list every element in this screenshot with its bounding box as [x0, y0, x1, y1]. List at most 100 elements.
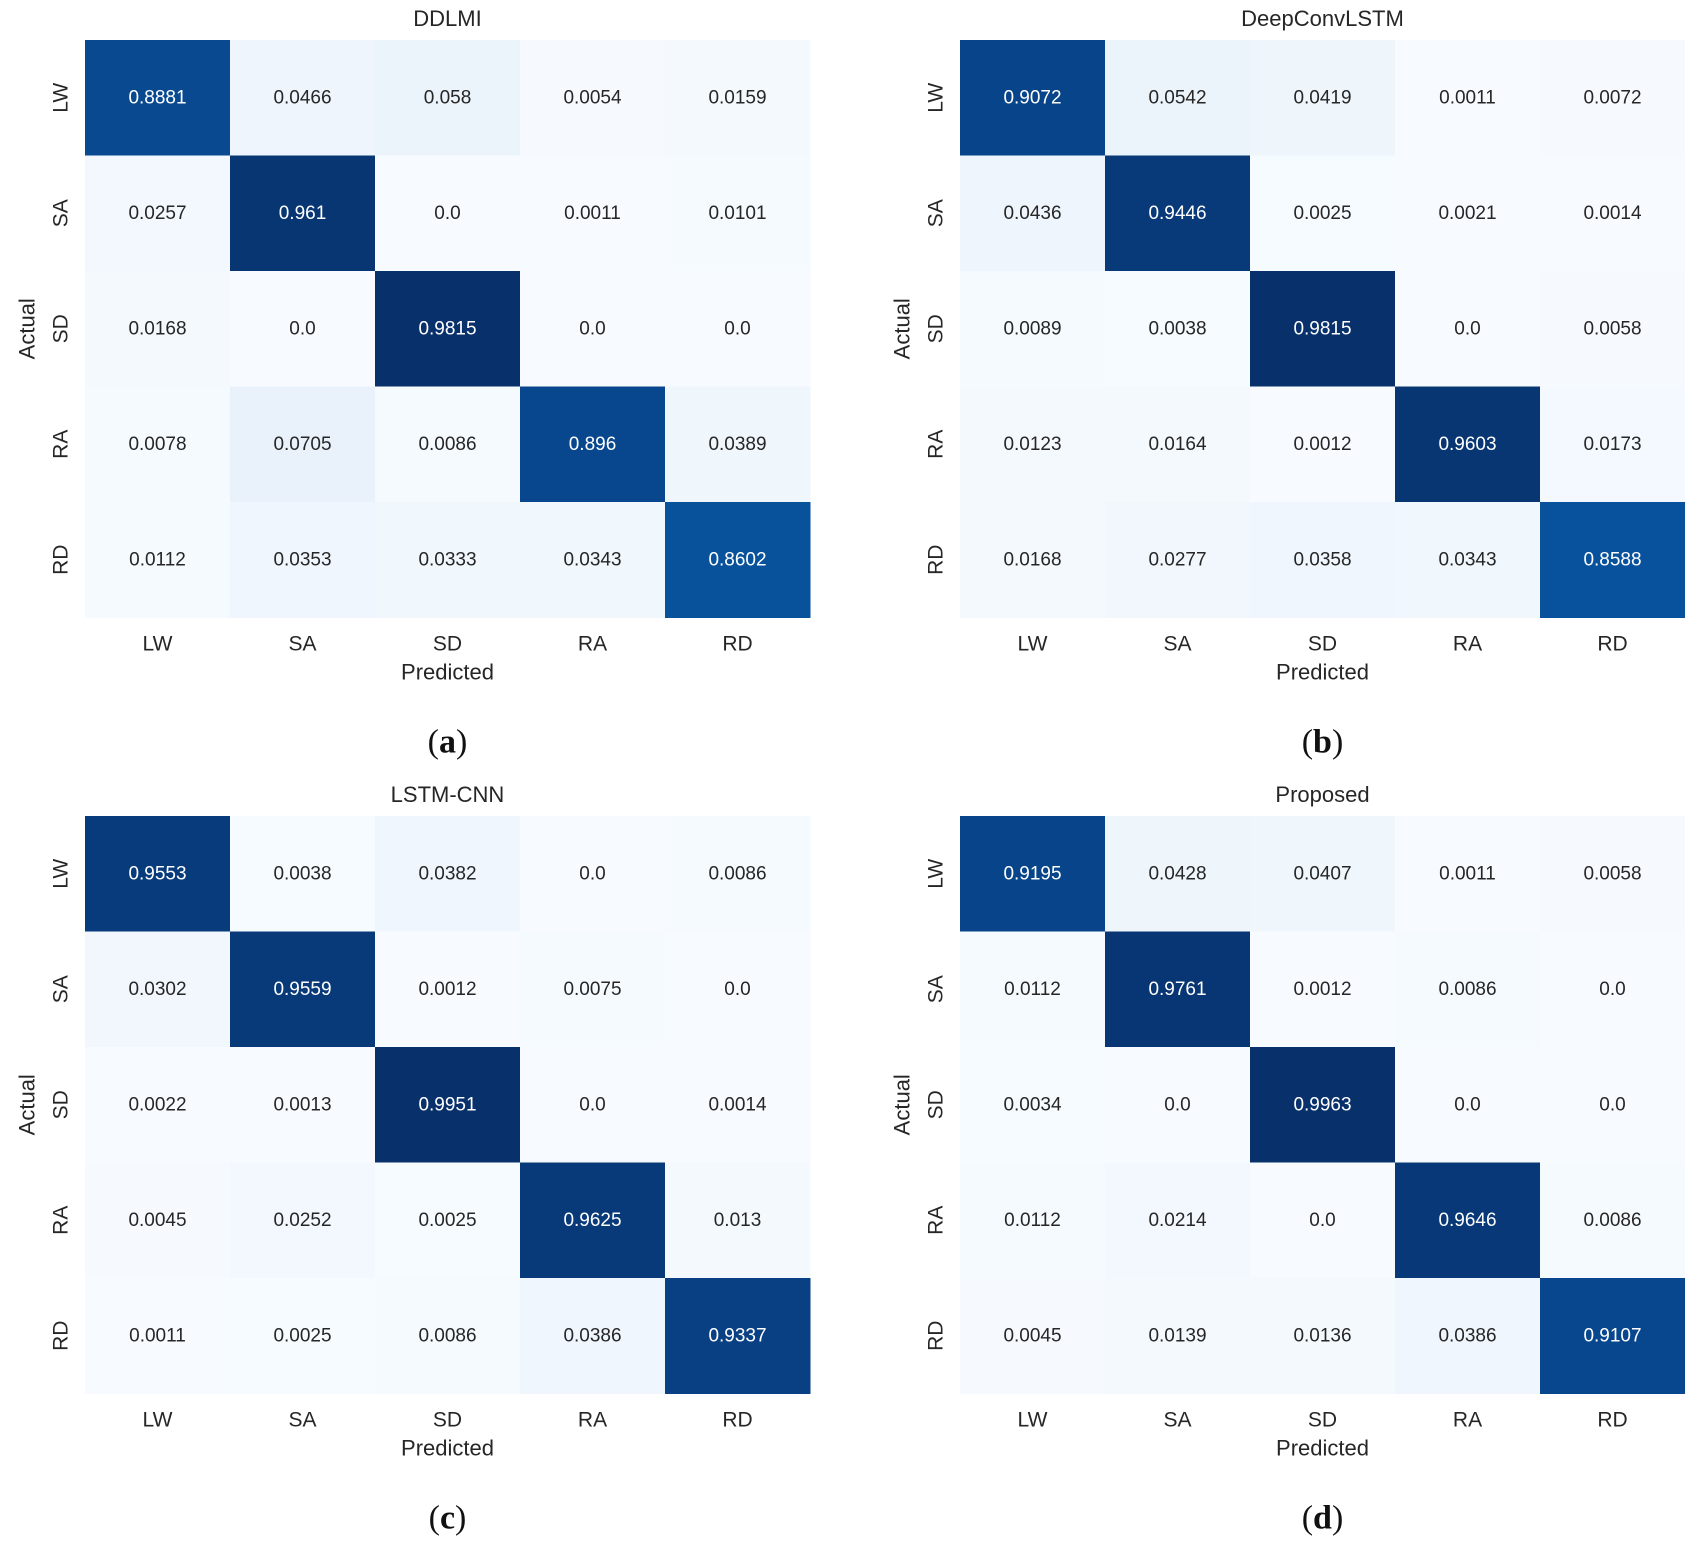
cell-value-label: 0.9107 — [1583, 1325, 1641, 1346]
heatmap-cell — [1250, 271, 1396, 387]
panel-title: LSTM-CNN — [391, 782, 505, 807]
heatmap-cell — [960, 386, 1106, 503]
x-tick-label: LW — [143, 633, 173, 656]
heatmap-cell — [85, 816, 231, 932]
cell-value-label: 0.0014 — [708, 1094, 767, 1115]
y-tick-label: SD — [925, 1090, 948, 1119]
cell-value-label: 0.0112 — [1004, 1210, 1061, 1231]
heatmap-cell — [520, 816, 666, 932]
heatmap-cell — [665, 271, 811, 387]
y-tick-label: RA — [925, 1206, 948, 1235]
heatmap-cell — [375, 40, 521, 156]
y-tick-label: RA — [50, 1206, 73, 1235]
heatmap-cell — [1105, 155, 1251, 272]
cell-value-label: 0.0 — [1599, 979, 1625, 1000]
y-axis-label: Actual — [15, 298, 40, 359]
y-tick-label: RD — [50, 545, 73, 575]
cell-value-label: 0.961 — [279, 203, 327, 224]
heatmap-cell — [375, 502, 521, 618]
heatmap-cell — [1105, 502, 1251, 618]
cell-value-label: 0.0086 — [1438, 979, 1496, 1000]
heatmap-cell — [665, 1278, 811, 1394]
heatmap-cell — [665, 40, 811, 156]
panel-letter-label: (d) — [1302, 1500, 1344, 1537]
heatmap-cell — [375, 816, 521, 932]
heatmap-cell — [665, 155, 811, 272]
heatmap-cell — [230, 155, 376, 272]
cell-value-label: 0.9559 — [273, 979, 331, 1000]
cell-value-label: 0.0542 — [1148, 87, 1206, 108]
cell-value-label: 0.0 — [579, 318, 605, 339]
heatmap-cell — [665, 931, 811, 1048]
cell-value-label: 0.0025 — [418, 1210, 476, 1231]
panel-title: DeepConvLSTM — [1241, 6, 1404, 31]
x-tick-label: SD — [1308, 633, 1337, 656]
x-tick-label: RA — [578, 1409, 607, 1432]
cell-value-label: 0.8588 — [1583, 549, 1641, 570]
cell-value-label: 0.0168 — [128, 318, 186, 339]
x-tick-label: RD — [722, 1409, 752, 1432]
heatmap-cell — [1395, 1047, 1541, 1163]
x-tick-label: SD — [433, 633, 462, 656]
cell-value-label: 0.0014 — [1583, 203, 1642, 224]
cell-value-label: 0.0012 — [418, 979, 476, 1000]
cell-value-label: 0.0173 — [1583, 434, 1641, 455]
cell-value-label: 0.0389 — [708, 434, 766, 455]
x-tick-label: RA — [578, 633, 607, 656]
y-tick-label: RD — [925, 1321, 948, 1351]
confusion-matrix-panel: 0.9553 0.0038 0.0382 0.0 0.0086 0.0302 0.9559 0… — [15, 782, 811, 1537]
confusion-matrix-panel: 0.9072 0.0542 0.0419 0.0011 0.0072 0.0436 0.94… — [890, 6, 1685, 761]
cell-value-label: 0.0034 — [1003, 1094, 1062, 1115]
cell-value-label: 0.0012 — [1293, 979, 1351, 1000]
heatmap-cell — [1250, 1047, 1396, 1163]
heatmap-cell — [665, 386, 811, 503]
cell-value-label: 0.0252 — [273, 1210, 331, 1231]
heatmap-cell — [375, 931, 521, 1048]
heatmap-cell — [230, 816, 376, 932]
cell-value-label: 0.0072 — [1583, 87, 1641, 108]
cell-value-label: 0.8881 — [128, 87, 186, 108]
heatmap-cell — [960, 816, 1106, 932]
cell-value-label: 0.0436 — [1003, 203, 1061, 224]
cell-value-label: 0.0214 — [1148, 1210, 1207, 1231]
cell-value-label: 0.0 — [1164, 1094, 1190, 1115]
heatmap-cell — [520, 1047, 666, 1163]
heatmap-cell — [520, 931, 666, 1048]
cell-value-label: 0.0386 — [1438, 1325, 1496, 1346]
heatmap-cell — [1395, 502, 1541, 618]
x-tick-label: SD — [1308, 1409, 1337, 1432]
heatmap-cell — [85, 386, 231, 503]
heatmap-cell — [85, 40, 231, 156]
cell-value-label: 0.0353 — [273, 549, 331, 570]
cell-value-label: 0.0382 — [418, 863, 476, 884]
heatmap-cell — [1250, 502, 1396, 618]
cell-value-label: 0.9553 — [128, 863, 186, 884]
heatmap-cell — [230, 386, 376, 503]
heatmap-cell — [1540, 386, 1685, 503]
cell-value-label: 0.0045 — [1003, 1325, 1061, 1346]
heatmap-cell — [1250, 931, 1396, 1048]
heatmap-cell — [1540, 40, 1685, 156]
y-axis-label: Actual — [15, 1074, 40, 1135]
cell-value-label: 0.0112 — [1004, 979, 1061, 1000]
cell-value-label: 0.0012 — [1293, 434, 1351, 455]
heatmap-cell — [1395, 271, 1541, 387]
cell-value-label: 0.0011 — [564, 203, 621, 224]
heatmap-cell — [665, 502, 811, 618]
panel-letter-label: (b) — [1302, 724, 1344, 761]
cell-value-label: 0.8602 — [708, 549, 766, 570]
cell-value-label: 0.0038 — [273, 863, 331, 884]
heatmap-cell — [1540, 1162, 1685, 1279]
y-tick-label: LW — [50, 859, 73, 889]
heatmap-cell — [1540, 931, 1685, 1048]
cell-value-label: 0.0164 — [1148, 434, 1207, 455]
heatmap-cell — [1250, 40, 1396, 156]
heatmap-cell — [1540, 155, 1685, 272]
x-axis-label: Predicted — [1276, 660, 1369, 685]
y-tick-label: RA — [50, 430, 73, 459]
heatmap-cell — [1105, 40, 1251, 156]
cell-value-label: 0.0407 — [1293, 863, 1351, 884]
heatmap-cell — [960, 155, 1106, 272]
heatmap-cell — [85, 1162, 231, 1279]
x-tick-label: LW — [1018, 1409, 1048, 1432]
